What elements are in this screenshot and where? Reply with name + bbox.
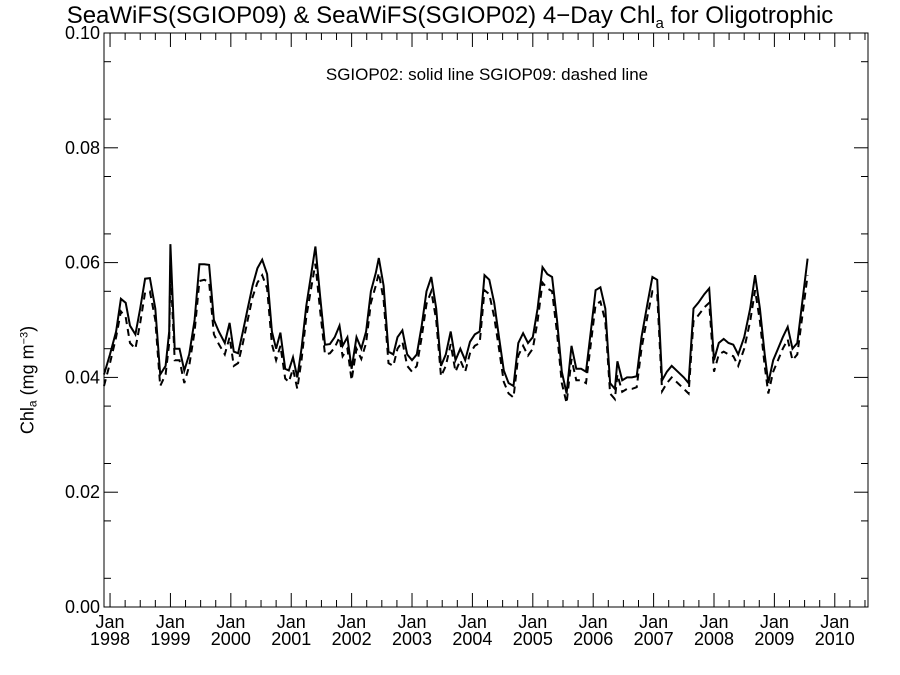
x-tick-label-month: Jan — [699, 612, 728, 632]
x-tick-label-year: 2008 — [694, 629, 734, 649]
x-tick-label-month: Jan — [458, 612, 487, 632]
x-tick-label-year: 2009 — [754, 629, 794, 649]
x-tick-label-month: Jan — [760, 612, 789, 632]
y-tick-label: 0.04 — [65, 367, 100, 387]
x-tick-label-month: Jan — [96, 612, 125, 632]
x-tick-label-year: 2002 — [332, 629, 372, 649]
chart-title-tail: for Oligotrophic — [663, 2, 834, 29]
x-tick-label-month: Jan — [639, 612, 668, 632]
x-tick-label-month: Jan — [337, 612, 366, 632]
x-tick-label-month: Jan — [579, 612, 608, 632]
x-tick-label-year: 2001 — [271, 629, 311, 649]
x-tick-label-month: Jan — [820, 612, 849, 632]
legend-annotation: SGIOP02: solid line SGIOP09: dashed line — [326, 65, 648, 84]
chart-title-subscript: a — [655, 15, 664, 32]
x-tick-label-year: 1998 — [90, 629, 130, 649]
chart-title: SeaWiFS(SGIOP09) & SeaWiFS(SGIOP02) 4−Da… — [0, 2, 900, 32]
x-tick-label-month: Jan — [156, 612, 185, 632]
x-tick-label-month: Jan — [518, 612, 547, 632]
x-tick-label-year: 2006 — [573, 629, 613, 649]
x-tick-label-year: 2004 — [452, 629, 492, 649]
x-tick-label-year: 2003 — [392, 629, 432, 649]
x-tick-label-month: Jan — [216, 612, 245, 632]
x-tick-label-year: 1999 — [150, 629, 190, 649]
y-tick-label: 0.00 — [65, 597, 100, 617]
axes: 0.000.020.040.060.080.10Jan1998Jan1999Ja… — [65, 23, 869, 649]
x-tick-label-year: 2005 — [513, 629, 553, 649]
y-tick-label: 0.06 — [65, 253, 100, 273]
plot-frame — [103, 32, 869, 608]
y-tick-label: 0.10 — [65, 23, 100, 43]
chart-title-main: SeaWiFS(SGIOP09) & SeaWiFS(SGIOP02) 4−Da… — [66, 2, 656, 29]
x-tick-label-year: 2000 — [211, 629, 251, 649]
series-line-sgiop09 — [103, 263, 809, 404]
x-tick-label-year: 2007 — [634, 629, 674, 649]
x-tick-label-month: Jan — [398, 612, 427, 632]
series-line-sgiop02 — [103, 244, 809, 394]
x-tick-label-year: 2010 — [815, 629, 855, 649]
x-tick-label-month: Jan — [277, 612, 306, 632]
y-tick-label: 0.02 — [65, 482, 100, 502]
series-layer — [103, 244, 809, 404]
y-tick-label: 0.08 — [65, 138, 100, 158]
